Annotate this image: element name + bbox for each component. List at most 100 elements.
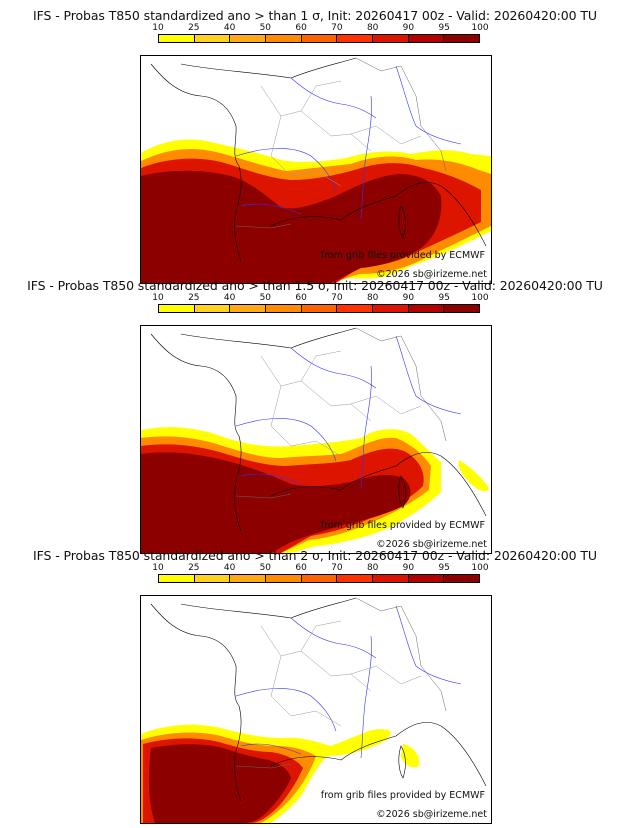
map-canvas [141, 597, 487, 823]
border-national [235, 327, 447, 499]
probability-shading [141, 724, 420, 823]
colorbar-swatch [373, 35, 409, 42]
colorbar-swatch [230, 35, 267, 42]
border-regions [260, 80, 422, 187]
colorbar-swatch [337, 35, 374, 42]
colorbar-swatch [266, 575, 302, 582]
rivers [235, 335, 462, 489]
map-canvas [141, 57, 491, 283]
colorbar-swatch [159, 305, 195, 312]
probability-map: from grib files provided by ECMWF ©2026 … [140, 55, 492, 284]
colorbar-tick: 95 [438, 293, 450, 303]
colorbar-tick: 100 [471, 293, 489, 303]
panel-title: IFS - Probas T850 standardized ano > tha… [33, 8, 597, 23]
coastline-corsica [398, 745, 406, 779]
colorbar-labels: 10 25 40 50 60 70 80 90 95 100 [152, 23, 488, 33]
colorbar-tick: 80 [366, 23, 379, 33]
colorbar-tick: 95 [438, 563, 450, 573]
colorbar-swatch [159, 35, 195, 42]
probability-map: from grib files provided by ECMWF ©2026 … [140, 325, 492, 554]
coastline-mediterranean [270, 182, 442, 227]
colorbar-tick: 80 [366, 293, 379, 303]
border-regions [260, 350, 422, 457]
coastline-corsica [398, 205, 406, 239]
colorbar-swatch [373, 575, 409, 582]
map-panel-1-5-sigma: IFS - Probas T850 standardized ano > tha… [0, 278, 630, 554]
coastline-mediterranean [270, 452, 442, 497]
coastline-italy [440, 725, 487, 787]
borders [235, 597, 447, 769]
colorbar-swatches [158, 34, 480, 43]
map-panel-1-sigma: IFS - Probas T850 standardized ano > tha… [0, 8, 630, 284]
coastlines [150, 597, 487, 802]
colorbar-swatch [301, 35, 338, 42]
prob-field-yellow-island [401, 744, 420, 768]
colorbar-tick: 50 [259, 563, 272, 573]
coastline-mediterranean [270, 722, 442, 767]
colorbar-tick: 100 [471, 23, 489, 33]
coastline-atlantic [150, 63, 242, 262]
colorbar-labels: 10 25 40 50 60 70 80 90 95 100 [152, 563, 488, 573]
colorbar-tick: 60 [295, 563, 307, 573]
colorbar-swatch [194, 35, 231, 42]
colorbar-swatch [444, 35, 480, 42]
colorbar-swatch [337, 305, 374, 312]
coastline-italy [440, 455, 487, 517]
colorbar-swatches [158, 304, 480, 313]
colorbar-tick: 70 [331, 563, 343, 573]
colorbar-swatch [194, 575, 231, 582]
colorbar-tick: 40 [223, 23, 236, 33]
colorbar-tick: 90 [402, 563, 415, 573]
prob-field-darkred [141, 170, 442, 283]
probability-shading [141, 139, 491, 283]
copyright: ©2026 sb@irizeme.net [376, 809, 487, 820]
prob-field-yellow-island [458, 460, 489, 492]
rivers [235, 605, 462, 759]
colorbar-tick: 90 [402, 23, 415, 33]
colorbar-swatch [301, 305, 338, 312]
river-rhine [395, 65, 462, 145]
colorbar-swatch [408, 305, 445, 312]
river-garonne [240, 203, 302, 215]
colorbar-swatch [230, 575, 267, 582]
colorbar-tick: 25 [188, 293, 200, 303]
river-seine [290, 347, 377, 389]
map-canvas [141, 327, 489, 553]
border-regions [260, 620, 422, 727]
panel-title: IFS - Probas T850 standardized ano > tha… [27, 278, 603, 293]
river-rhine [395, 605, 462, 685]
river-garonne [240, 743, 302, 755]
river-rhine [395, 335, 462, 415]
colorbar-labels: 10 25 40 50 60 70 80 90 95 100 [152, 293, 488, 303]
coastline-italy [440, 185, 487, 247]
colorbar-swatch [159, 575, 195, 582]
coastlines [150, 327, 487, 532]
coastline-channel [180, 57, 357, 79]
colorbar: 10 25 40 50 60 70 80 90 95 100 [152, 563, 489, 583]
data-credit: from grib files provided by ECMWF [320, 520, 485, 531]
river-loire [235, 688, 337, 732]
rivers [235, 65, 462, 219]
river-seine [290, 617, 377, 659]
coastline-channel [180, 597, 357, 619]
colorbar-swatch [230, 305, 267, 312]
colorbar-swatch [337, 575, 374, 582]
colorbar-tick: 25 [188, 23, 200, 33]
river-garonne [240, 473, 302, 485]
coastline-atlantic [150, 603, 242, 802]
copyright: ©2026 sb@irizeme.net [376, 269, 487, 280]
river-seine [290, 77, 377, 119]
colorbar-swatches [158, 574, 480, 583]
colorbar-swatch [373, 305, 409, 312]
colorbar-tick: 90 [402, 293, 415, 303]
colorbar: 10 25 40 50 60 70 80 90 95 100 [152, 293, 489, 313]
coastline-channel [180, 327, 357, 349]
colorbar-tick: 50 [259, 293, 272, 303]
colorbar-swatch [266, 305, 302, 312]
colorbar-tick: 25 [188, 563, 200, 573]
border-national [235, 597, 447, 769]
colorbar-tick: 100 [471, 563, 489, 573]
colorbar-swatch [266, 35, 302, 42]
colorbar-tick: 40 [223, 293, 236, 303]
probability-shading [141, 427, 489, 553]
